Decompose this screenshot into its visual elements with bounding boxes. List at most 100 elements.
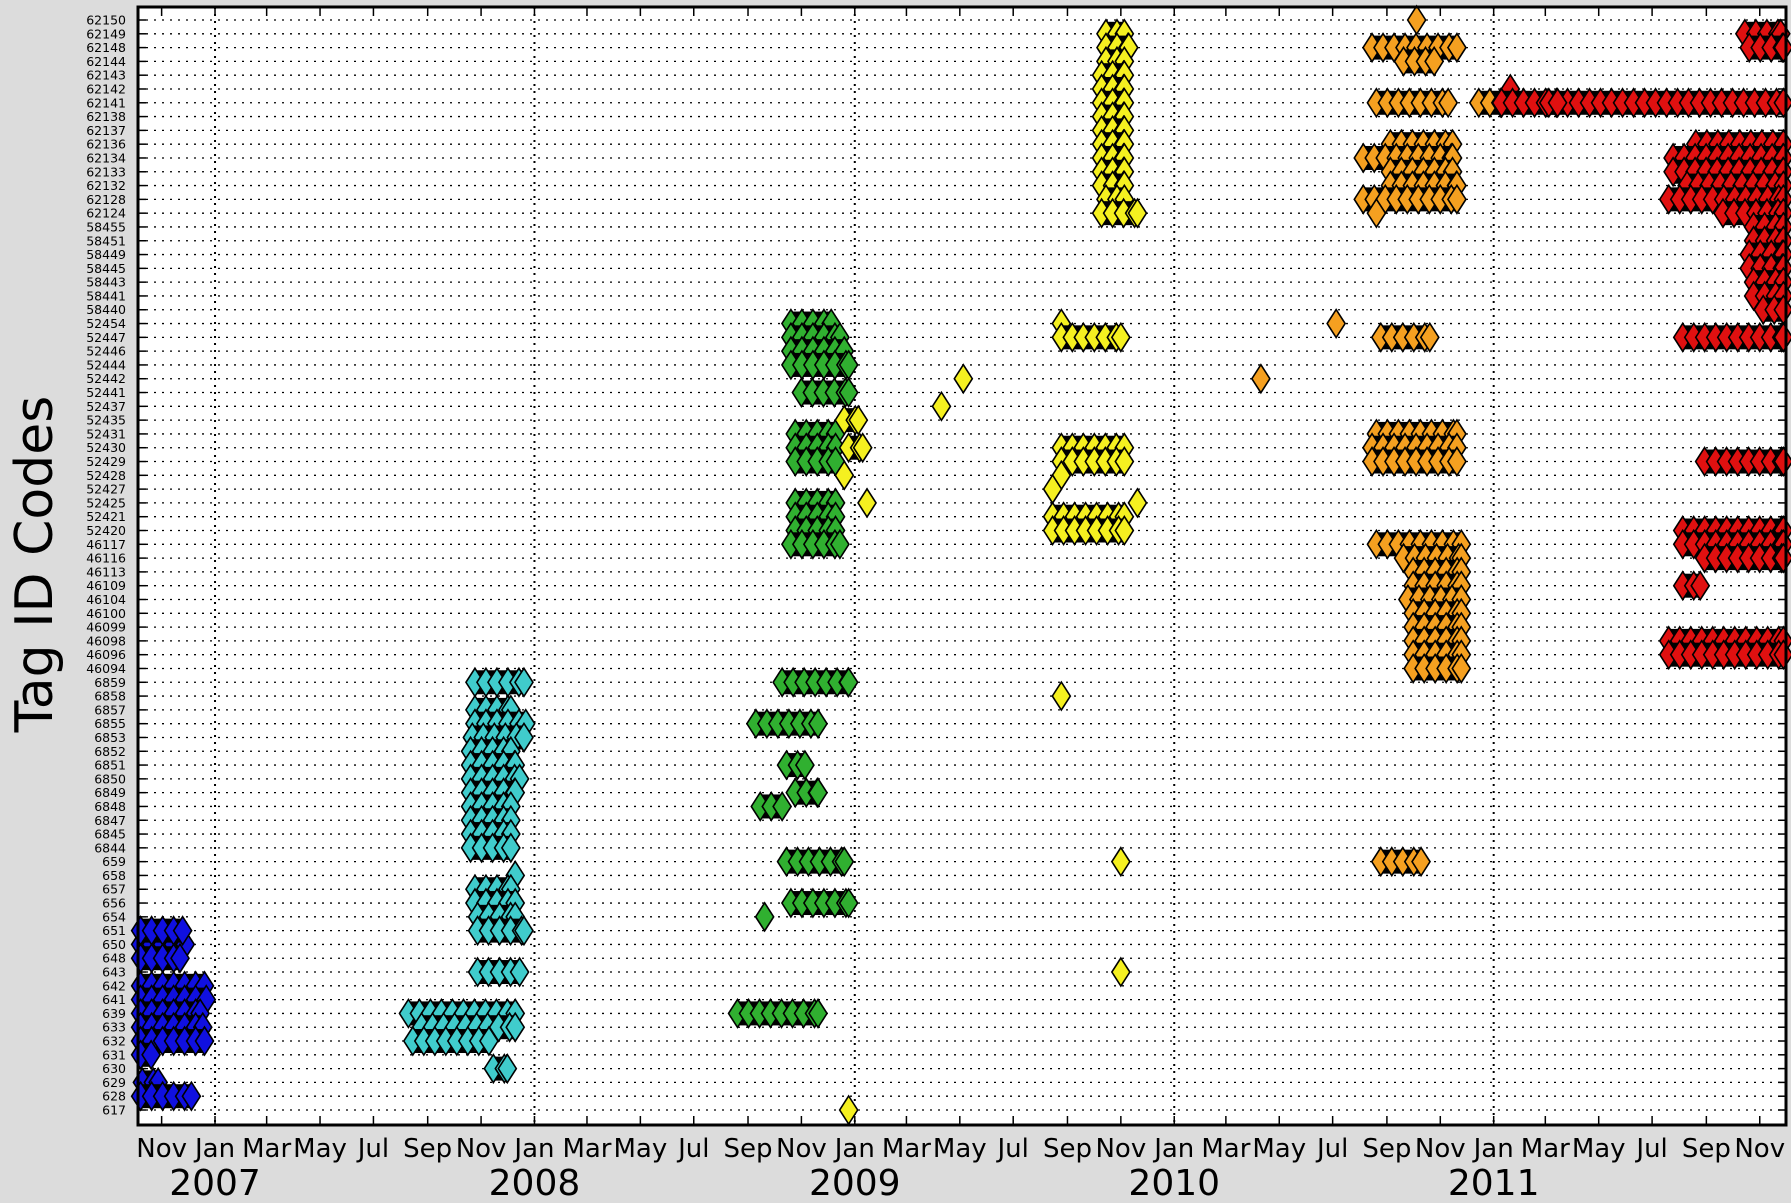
y-tick-label: 62144 [86,54,126,69]
y-tick-label: 52427 [86,482,126,497]
y-tick-label: 52420 [86,523,126,538]
detection-marker [857,487,877,519]
y-tick-label: 52428 [86,468,126,483]
y-tick-label: 62134 [86,150,126,165]
detection-marker [497,1053,518,1085]
y-tick-label: 643 [102,965,126,980]
y-tick-label: 58441 [86,288,126,303]
detection-marker [505,1011,526,1043]
detection-marker [1114,515,1135,546]
y-tick-label: 62132 [86,178,126,193]
x-tick-label: Mar [562,1134,611,1164]
y-tick-label: 46098 [86,633,126,648]
y-tick-label: 62137 [86,123,126,138]
y-tick-label: 62136 [86,137,126,152]
x-tick-label: Nov [136,1134,187,1164]
y-tick-label: 658 [102,868,126,883]
y-tick-label: 6857 [94,702,126,717]
y-tick-label: 651 [102,923,126,938]
y-tick-label: 629 [102,1075,126,1090]
detection-marker [1127,197,1148,229]
year-label: 2007 [169,1163,261,1203]
y-tick-label: 58440 [86,302,126,317]
y-tick-label: 52437 [86,399,126,414]
y-axis-label: Tag ID Codes [5,396,65,734]
x-tick-label: May [293,1134,347,1164]
y-tick-label: 6855 [94,716,126,731]
y-tick-label: 58445 [86,261,126,276]
detection-marker [500,832,521,864]
detection-marker [1110,321,1131,353]
y-tick-label: 654 [102,909,126,924]
x-tick-label: Jul [1315,1134,1348,1164]
y-tick-label: 62141 [86,95,126,110]
detection-marker [1114,446,1135,477]
detection-marker [834,846,855,878]
y-tick-label: 641 [102,992,126,1007]
y-tick-label: 52431 [86,426,126,441]
detection-marker [509,956,530,988]
y-tick-label: 6859 [94,675,126,690]
y-tick-label: 632 [102,1034,126,1049]
detection-marker [834,459,855,491]
y-tick-label: 6848 [94,799,126,814]
detection-marker [181,1080,202,1112]
detection-marker [808,708,828,740]
x-tick-label: May [933,1134,987,1164]
plot-area [138,7,1786,1125]
y-tick-label: 631 [102,1047,126,1062]
detection-marker [1424,45,1445,77]
x-tick-labels: Nov Jan Mar May Jul Sep Nov Jan Mar May Jul Sep Nov J… [136,1134,1785,1203]
y-tick-label: 46109 [86,578,126,593]
y-tick-label: 62128 [86,192,126,207]
year-label: 2009 [809,1163,901,1203]
y-tick-label: 6845 [94,827,126,842]
detection-markers [130,4,1791,1126]
detection-marker [1110,956,1131,988]
x-tick-label: May [1252,1134,1306,1164]
y-tick-label: 62148 [86,40,126,55]
year-label: 2008 [489,1163,581,1203]
x-tick-label: Nov [1415,1134,1466,1164]
x-tick-label: Nov [776,1134,827,1164]
y-tick-label: 6851 [94,758,126,773]
x-tick-label: Nov [1734,1134,1785,1164]
x-tick-label: Mar [1201,1134,1250,1164]
y-tick-label: 46116 [86,551,126,566]
y-tick-label: 656 [102,896,126,911]
detection-marker [838,887,859,919]
detection-marker [172,915,193,947]
detection-marker [1250,363,1271,395]
y-tick-label: 6844 [94,840,126,855]
detection-marker [772,790,793,822]
y-tick-label: 58449 [86,247,126,262]
detection-marker [838,666,859,698]
y-tick-label: 52444 [86,357,126,372]
y-tick-label: 628 [102,1089,126,1104]
detection-marker [1446,183,1467,215]
detection-marker [1366,197,1387,229]
y-tick-label: 52447 [86,330,126,345]
y-tick-label: 46117 [86,537,126,552]
x-tick-label: Sep [1043,1134,1092,1164]
y-tick-label: 52430 [86,440,126,455]
detection-marker [794,749,815,781]
y-tick-label: 46113 [86,564,126,579]
y-tick-label: 62124 [86,206,126,221]
detection-marker [829,528,850,560]
y-tick-label: 630 [102,1061,126,1076]
y-tick-label: 46100 [86,606,126,621]
x-tick-label: Jan [1152,1134,1194,1164]
x-tick-label: Jan [512,1134,554,1164]
y-tick-label: 52425 [86,495,126,510]
x-tick-label: Sep [724,1134,773,1164]
detection-marker [852,432,873,464]
y-tick-label: 62138 [86,109,126,124]
y-tick-label: 6847 [94,813,126,828]
y-tick-label: 633 [102,1020,126,1035]
y-tick-label: 52442 [86,371,126,386]
y-tick-label: 648 [102,951,126,966]
y-tick-label: 639 [102,1006,126,1021]
y-tick-label: 52454 [86,316,126,331]
